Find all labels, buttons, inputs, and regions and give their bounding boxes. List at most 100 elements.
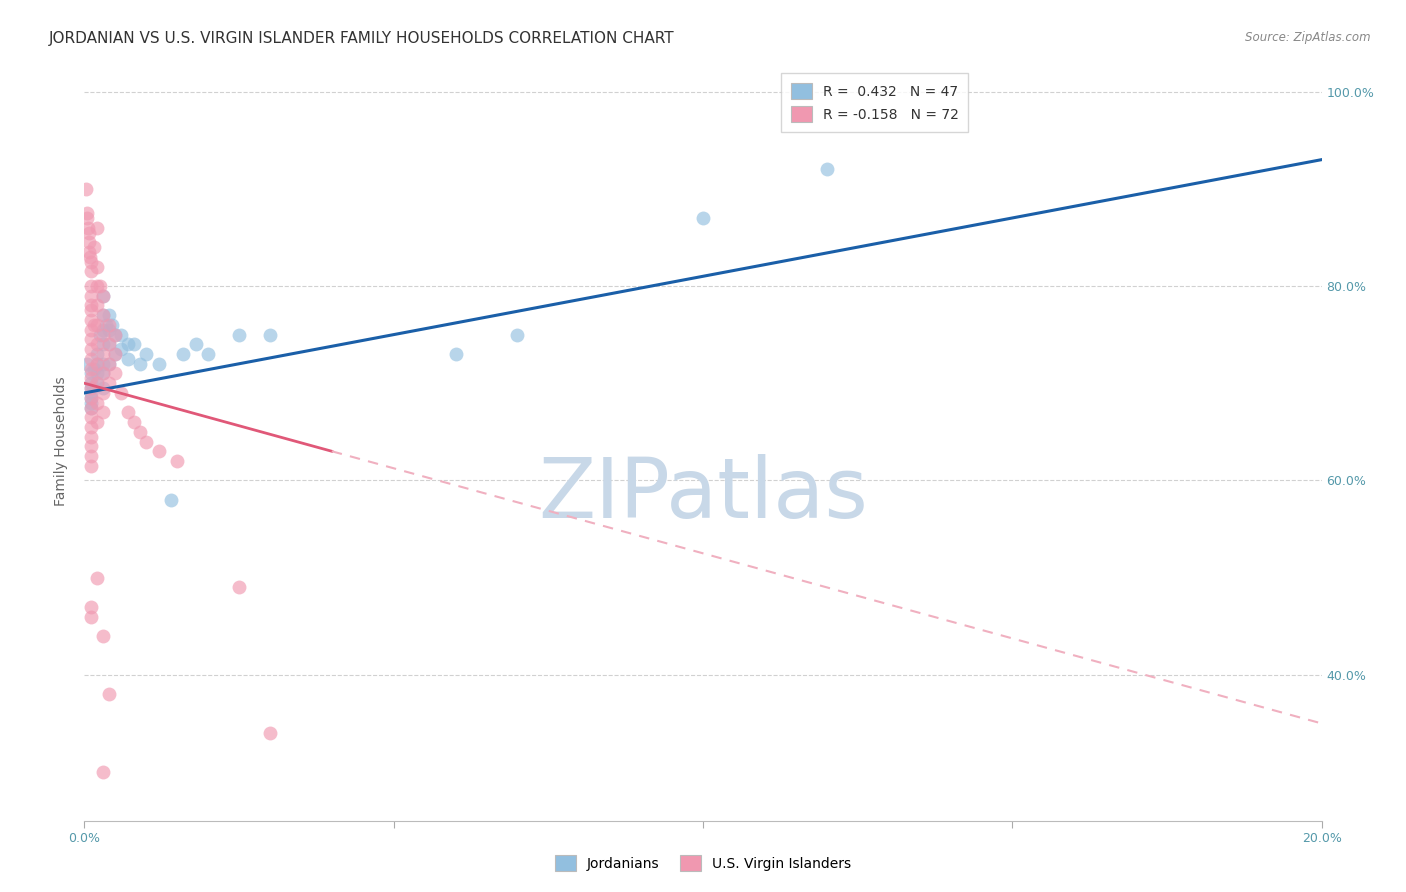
- Point: [110, 386, 132, 401]
- Point: [75, 182, 97, 196]
- Point: [83, 318, 105, 332]
- Point: [76, 206, 98, 220]
- Point: [91, 323, 114, 337]
- Point: [79, 313, 101, 327]
- Point: [98, 357, 121, 371]
- Point: [79, 279, 101, 293]
- Point: [89, 279, 111, 293]
- Point: [79, 298, 101, 312]
- Point: [79, 420, 101, 434]
- Point: [98, 357, 121, 371]
- Point: [76, 357, 98, 371]
- Point: [83, 240, 105, 254]
- Point: [444, 347, 467, 361]
- Point: [160, 492, 183, 507]
- Point: [79, 235, 101, 250]
- Point: [79, 361, 101, 376]
- Point: [79, 449, 101, 463]
- Y-axis label: Family Households: Family Households: [55, 376, 69, 507]
- Point: [91, 765, 114, 780]
- Point: [86, 376, 108, 391]
- Point: [98, 376, 121, 391]
- Point: [79, 381, 101, 395]
- Point: [506, 327, 529, 342]
- Point: [79, 381, 101, 395]
- Point: [94, 318, 117, 332]
- Point: [86, 357, 108, 371]
- Point: [98, 318, 121, 332]
- Point: [89, 327, 111, 342]
- Point: [91, 289, 114, 303]
- Point: [79, 391, 101, 405]
- Point: [79, 439, 101, 453]
- Text: ZIPatlas: ZIPatlas: [538, 454, 868, 535]
- Point: [77, 226, 100, 240]
- Point: [148, 357, 170, 371]
- Point: [91, 308, 114, 322]
- Point: [86, 279, 108, 293]
- Point: [104, 347, 127, 361]
- Point: [91, 347, 114, 361]
- Point: [79, 609, 101, 624]
- Point: [79, 342, 101, 356]
- Point: [77, 220, 100, 235]
- Point: [197, 347, 219, 361]
- Point: [79, 458, 101, 473]
- Point: [104, 327, 127, 342]
- Point: [228, 580, 250, 594]
- Point: [79, 333, 101, 347]
- Point: [692, 211, 714, 225]
- Legend: R =  0.432   N = 47, R = -0.158   N = 72: R = 0.432 N = 47, R = -0.158 N = 72: [780, 73, 969, 132]
- Point: [117, 351, 139, 366]
- Point: [79, 430, 101, 444]
- Point: [83, 361, 105, 376]
- Point: [135, 434, 157, 449]
- Point: [91, 405, 114, 419]
- Point: [104, 367, 127, 381]
- Point: [86, 376, 108, 391]
- Point: [86, 220, 108, 235]
- Point: [79, 254, 101, 268]
- Point: [86, 318, 108, 332]
- Point: [98, 337, 121, 351]
- Point: [110, 342, 132, 356]
- Point: [91, 308, 114, 322]
- Point: [172, 347, 194, 361]
- Point: [79, 371, 101, 385]
- Point: [79, 351, 101, 366]
- Point: [166, 454, 188, 468]
- Point: [104, 347, 127, 361]
- Point: [129, 425, 152, 439]
- Point: [79, 410, 101, 425]
- Point: [86, 357, 108, 371]
- Point: [98, 337, 121, 351]
- Point: [91, 289, 114, 303]
- Point: [98, 308, 121, 322]
- Text: Source: ZipAtlas.com: Source: ZipAtlas.com: [1246, 31, 1371, 45]
- Point: [76, 211, 98, 225]
- Point: [86, 395, 108, 409]
- Point: [104, 327, 127, 342]
- Point: [91, 357, 114, 371]
- Point: [86, 347, 108, 361]
- Point: [86, 415, 108, 429]
- Point: [122, 415, 145, 429]
- Point: [815, 162, 838, 177]
- Point: [91, 386, 114, 401]
- Point: [79, 250, 101, 264]
- Point: [86, 260, 108, 274]
- Point: [91, 337, 114, 351]
- Point: [110, 327, 132, 342]
- Point: [117, 337, 139, 351]
- Point: [91, 367, 114, 381]
- Text: JORDANIAN VS U.S. VIRGIN ISLANDER FAMILY HOUSEHOLDS CORRELATION CHART: JORDANIAN VS U.S. VIRGIN ISLANDER FAMILY…: [49, 31, 675, 46]
- Point: [86, 571, 108, 585]
- Point: [86, 298, 108, 312]
- Point: [122, 337, 145, 351]
- Point: [259, 726, 281, 740]
- Point: [91, 367, 114, 381]
- Point: [79, 391, 101, 405]
- Point: [86, 367, 108, 381]
- Point: [259, 327, 281, 342]
- Point: [135, 347, 157, 361]
